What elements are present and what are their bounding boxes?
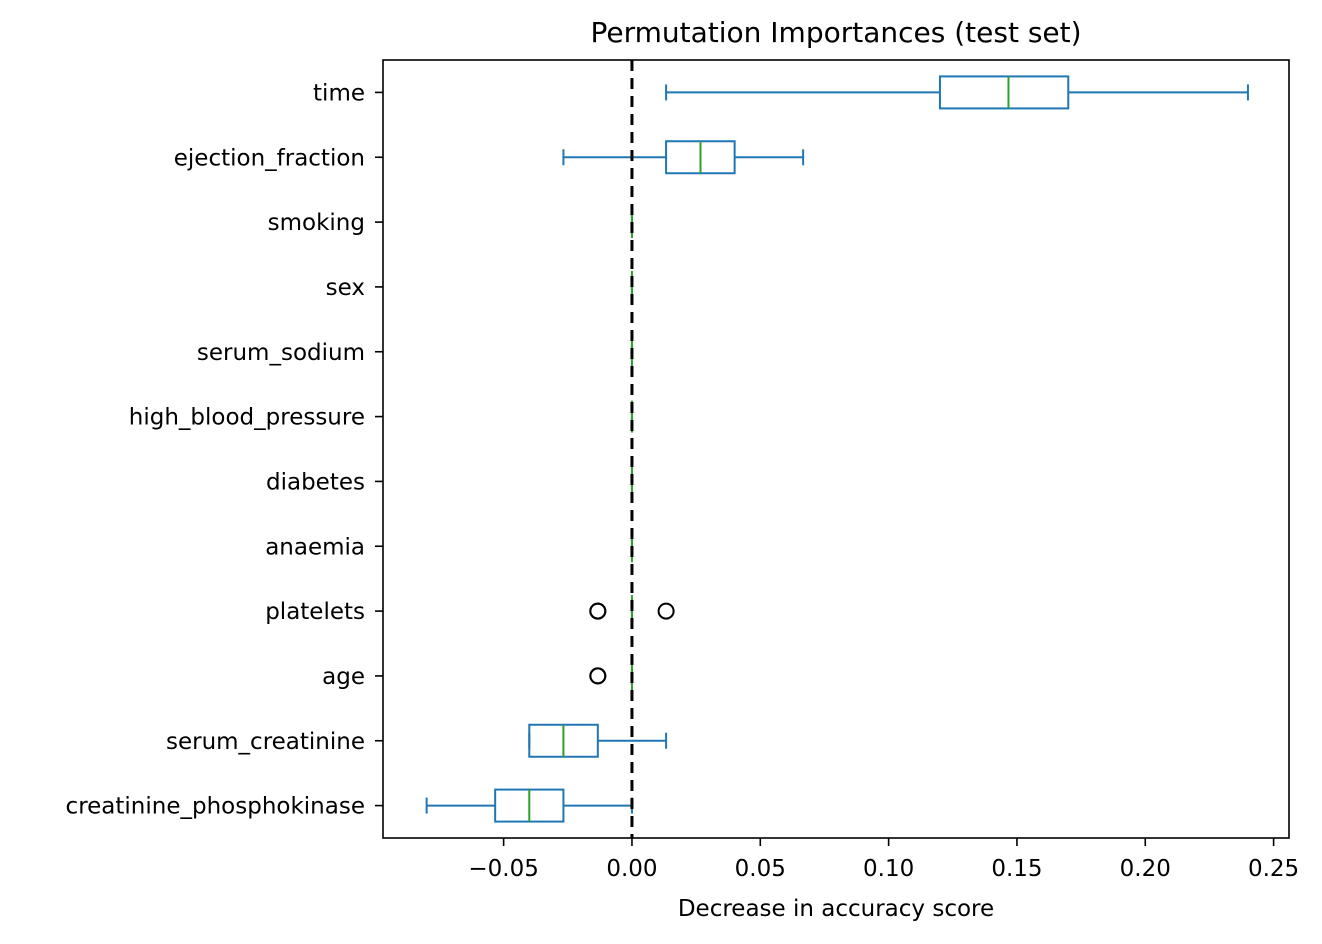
x-tick-label: 0.05 [735, 856, 786, 882]
y-tick-label-ejection-fraction: ejection_fraction [174, 145, 365, 171]
x-axis-label: Decrease in accuracy score [678, 896, 994, 922]
y-tick-label-platelets: platelets [265, 599, 365, 625]
x-tick-label: 0.10 [863, 856, 914, 882]
chart-title: Permutation Importances (test set) [590, 16, 1081, 49]
y-tick-label-creatinine-phosphokinase: creatinine_phosphokinase [66, 794, 365, 820]
y-tick-label-diabetes: diabetes [266, 469, 365, 495]
y-tick-label-smoking: smoking [268, 210, 365, 236]
y-axis: creatinine_phosphokinase serum_creatinine… [66, 80, 383, 820]
y-tick-label-serum-creatinine: serum_creatinine [166, 729, 365, 755]
iqr-box [938, 75, 1070, 110]
y-tick-label-age: age [322, 664, 365, 690]
x-tick-label: 0.25 [1248, 856, 1299, 882]
box-serum-creatinine [528, 723, 668, 758]
x-tick-label: 0.15 [991, 856, 1042, 882]
x-tick-label: 0.20 [1120, 856, 1171, 882]
y-tick-label-high-blood-pressure: high_blood_pressure [129, 405, 365, 431]
y-tick-label-serum-sodium: serum_sodium [197, 340, 365, 366]
plot-area [425, 60, 1249, 838]
outlier-point [589, 602, 607, 620]
outlier-point [589, 667, 607, 685]
x-axis: −0.05 0.00 0.05 0.10 0.15 0.20 0.25 [468, 838, 1299, 882]
y-tick-label-anaemia: anaemia [265, 534, 365, 560]
y-tick-label-sex: sex [326, 275, 365, 301]
axes-frame [382, 59, 1290, 839]
y-tick-label-time: time [313, 80, 365, 106]
outlier-point [657, 602, 675, 620]
x-tick-label: 0.00 [606, 856, 657, 882]
box-ejection-fraction [562, 140, 805, 175]
x-tick-label: −0.05 [468, 856, 538, 882]
box-creatinine-phosphokinase [425, 788, 633, 823]
box-time [665, 75, 1249, 110]
